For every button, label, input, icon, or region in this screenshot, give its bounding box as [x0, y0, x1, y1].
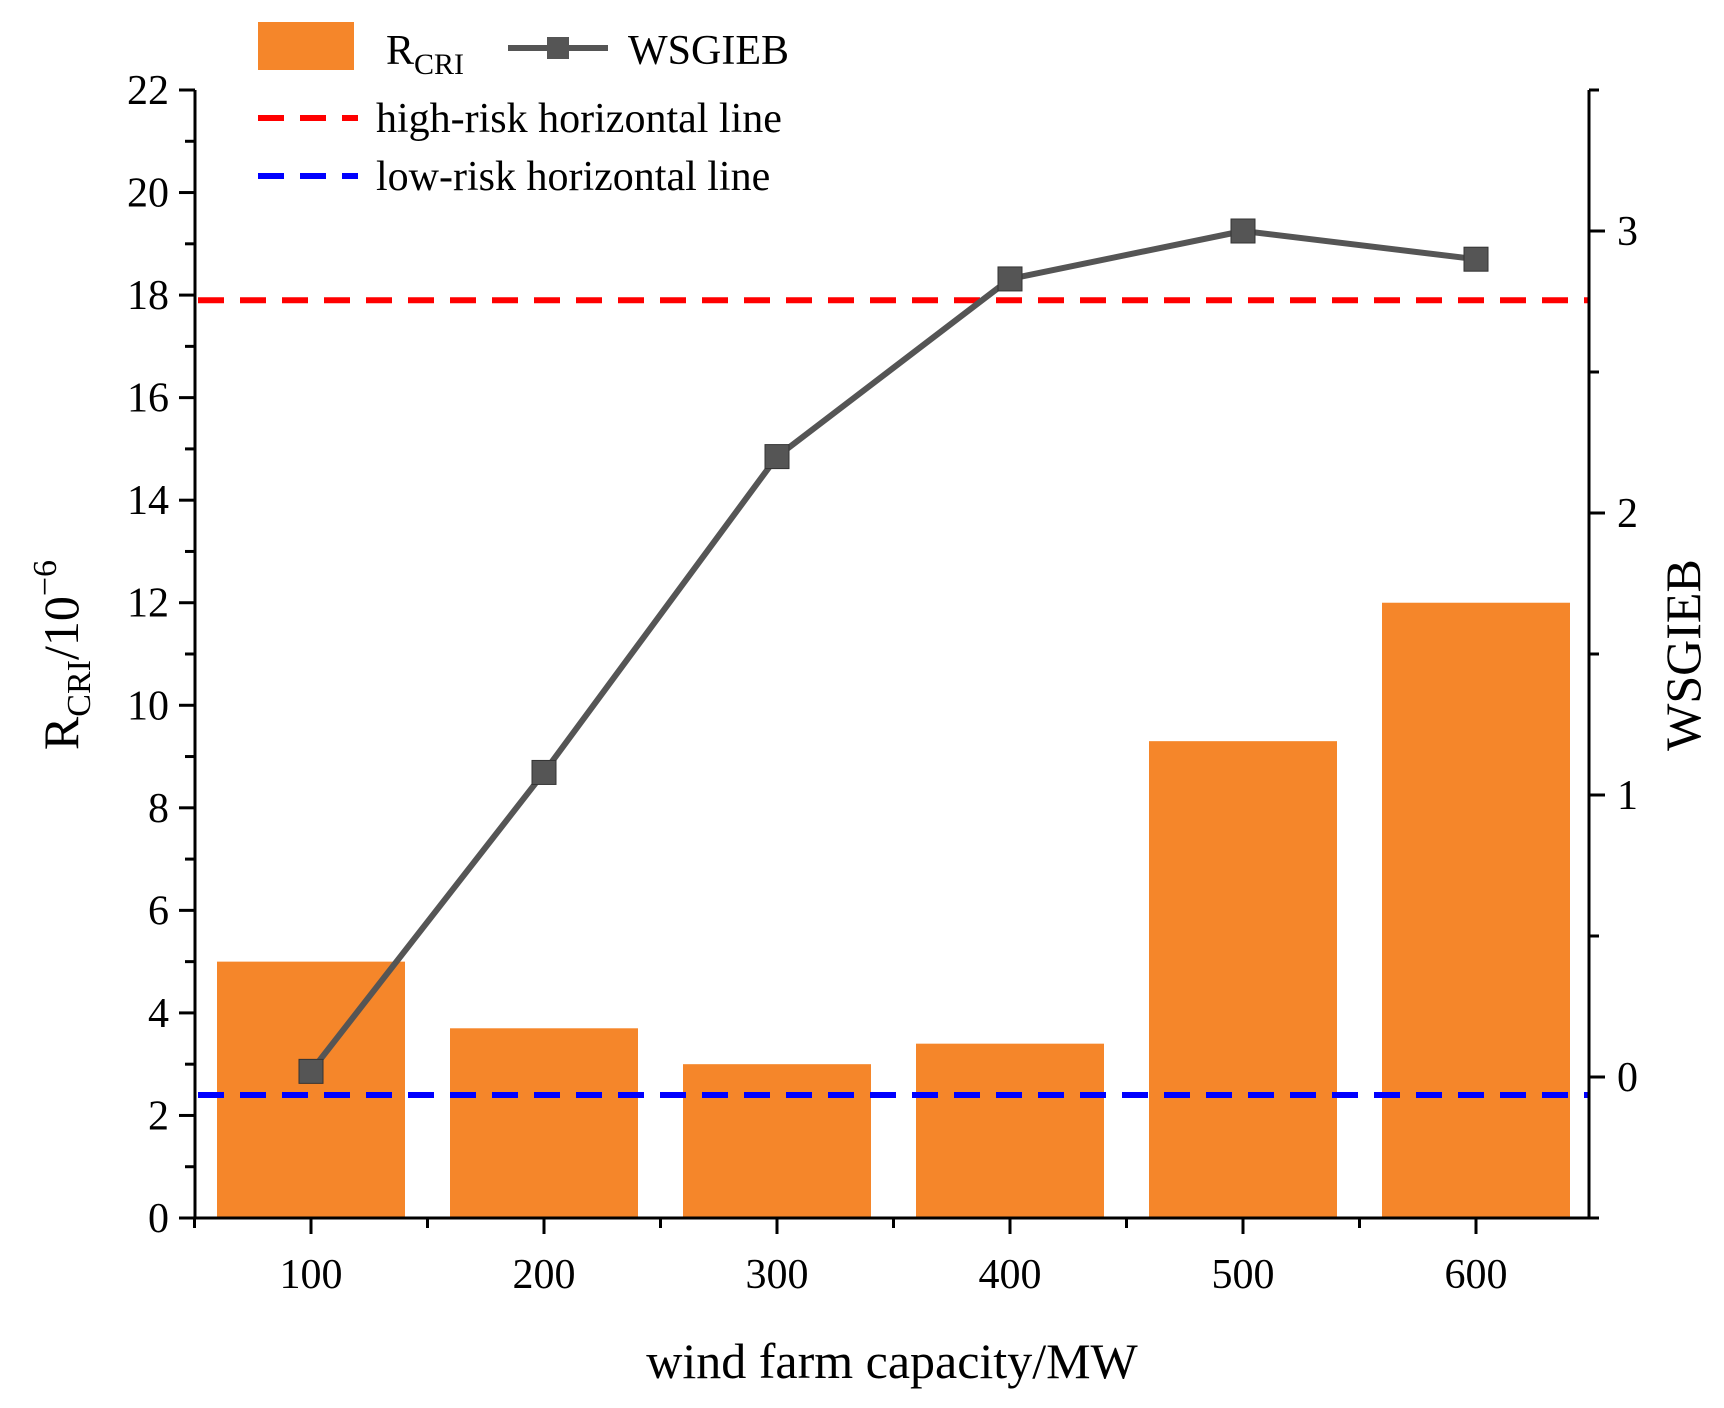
x-tick-label: 300: [746, 1252, 809, 1298]
right-tick-label: 2: [1617, 491, 1638, 537]
wsgieb-point-200: [531, 759, 557, 785]
wsgieb-point-100: [298, 1058, 324, 1084]
legend-low-risk-label: low-risk horizontal line: [376, 154, 770, 200]
x-tick-label: 500: [1212, 1252, 1275, 1298]
left-tick-label: 14: [127, 478, 169, 524]
svg-text:RCRI/10−6: RCRI/10−6: [27, 560, 98, 750]
left-tick-label: 16: [127, 376, 169, 422]
left-tick-label: 8: [148, 786, 169, 832]
wsgieb-series: [298, 218, 1489, 1084]
bar-200: [450, 1028, 638, 1218]
x-tick-label: 600: [1445, 1252, 1508, 1298]
bar-300: [683, 1064, 871, 1218]
wsgieb-point-300: [764, 444, 790, 470]
left-tick-label: 10: [127, 683, 169, 729]
right-tick-label: 1: [1617, 773, 1638, 819]
left-tick-label: 0: [148, 1196, 169, 1242]
right-tick-label: 3: [1617, 209, 1638, 255]
legend-high-risk-label: high-risk horizontal line: [376, 96, 782, 142]
wsgieb-point-400: [997, 266, 1023, 292]
left-tick-label: 18: [127, 273, 169, 319]
x-ticks: 100 200 300 400 500 600: [193, 1218, 1508, 1298]
left-ticks: 0 2 4 6 8 10 12 14 16 18 20 22: [127, 68, 195, 1242]
right-y-axis-title: WSGIEB: [1655, 559, 1711, 751]
legend-line-marker: [547, 37, 569, 59]
right-tick-label: 0: [1617, 1055, 1638, 1101]
legend-bar-label: RCRI: [386, 28, 464, 81]
bar-series: [217, 602, 1570, 1218]
left-tick-label: 20: [127, 171, 169, 217]
x-tick-label: 200: [513, 1252, 576, 1298]
legend-bar-swatch: [258, 22, 354, 70]
right-ticks: 0 1 2 3: [1589, 88, 1638, 1220]
wsgieb-line: [308, 228, 1477, 1074]
svg-text:WSGIEB: WSGIEB: [1655, 559, 1711, 751]
bar-100: [217, 961, 405, 1218]
bar-500: [1149, 741, 1337, 1218]
bar-600: [1382, 602, 1570, 1218]
left-tick-label: 12: [127, 581, 169, 627]
legend-line-label: WSGIEB: [628, 28, 789, 74]
left-tick-label: 2: [148, 1093, 169, 1139]
wsgieb-point-600: [1463, 246, 1489, 272]
wsgieb-point-500: [1230, 218, 1256, 244]
x-axis-title: wind farm capacity/MW: [646, 1333, 1138, 1389]
x-tick-label: 100: [280, 1252, 343, 1298]
bar-400: [916, 1043, 1104, 1218]
left-y-axis-title: RCRI/10−6: [27, 560, 98, 750]
left-tick-label: 22: [127, 68, 169, 114]
reference-lines: [198, 297, 1589, 1098]
left-tick-label: 6: [148, 888, 169, 934]
x-tick-label: 400: [979, 1252, 1042, 1298]
legend: RCRI WSGIEB high-risk horizontal line lo…: [258, 22, 789, 200]
left-tick-label: 4: [148, 991, 169, 1037]
